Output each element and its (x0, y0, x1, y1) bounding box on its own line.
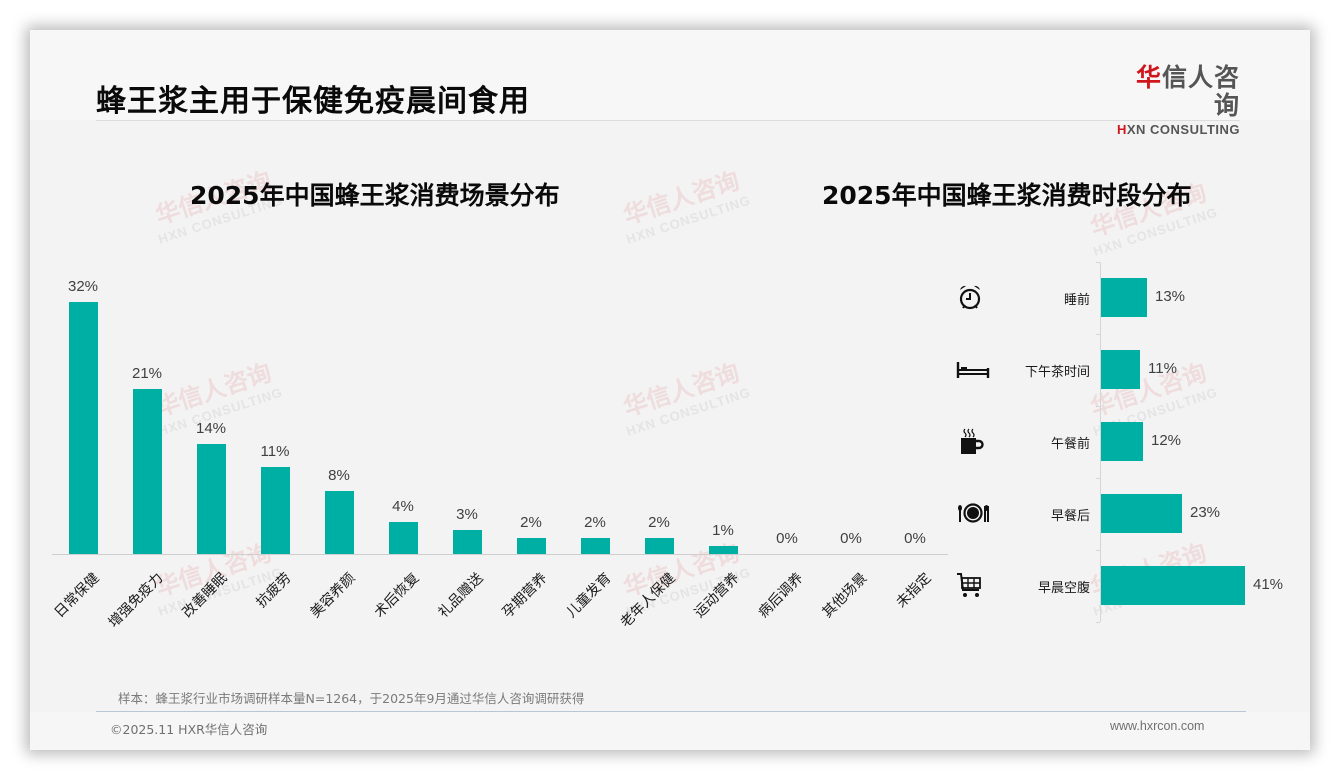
watermark-en: HXN CONSULTING (1091, 204, 1220, 259)
bar (580, 538, 610, 554)
category-label: 早餐后 (1050, 509, 1090, 524)
bar-value-label: 2% (648, 514, 670, 531)
alarm-clock-icon (955, 282, 991, 312)
bar-value-label: 2% (520, 514, 542, 531)
bar (68, 302, 98, 554)
bar-value-label: 2% (584, 514, 606, 531)
axis-tick (1096, 622, 1100, 623)
bar (1101, 494, 1182, 533)
category-label: 其他场景 (819, 570, 871, 622)
bar (1101, 566, 1245, 605)
bar-value-label: 8% (328, 467, 350, 484)
axis-tick (1096, 550, 1100, 551)
footer-band (30, 712, 1310, 750)
bar-value-label: 3% (456, 506, 478, 523)
category-label: 午餐前 (1050, 437, 1090, 452)
category-label: 术后恢复 (371, 570, 423, 622)
brand-logo: 华信人咨询 HXN CONSULTING (1110, 63, 1240, 138)
plate-cutlery-icon (955, 498, 991, 528)
bar (708, 546, 738, 554)
x-axis-line (52, 554, 948, 555)
bar (516, 538, 546, 554)
page-title: 蜂王浆主用于保健免疫晨间食用 (96, 84, 530, 119)
category-label: 改善睡眠 (179, 570, 231, 622)
time-chart-title: 2025年中国蜂王浆消费时段分布 (822, 181, 1192, 210)
bar (1101, 278, 1147, 317)
bar (324, 491, 354, 554)
header-band (30, 30, 1310, 120)
category-label: 日常保健 (51, 570, 103, 622)
bar (644, 538, 674, 554)
bar-value-label: 23% (1190, 504, 1221, 521)
logo-en-red: H (1116, 122, 1127, 137)
bar-value-label: 13% (1155, 288, 1186, 305)
category-label: 睡前 (1063, 293, 1090, 308)
copyright-text: ©2025.11 HXR华信人咨询 (110, 722, 268, 737)
shopping-cart-icon (955, 570, 991, 600)
category-label: 美容养颜 (307, 570, 359, 622)
category-label: 儿童发育 (563, 570, 615, 622)
bar (388, 522, 418, 554)
y-axis-line (1100, 262, 1101, 622)
category-label: 运动营养 (691, 570, 743, 622)
watermark-cn: 华信人咨询 (620, 166, 743, 231)
axis-tick (1096, 406, 1100, 407)
bar (260, 467, 290, 554)
report-slide: 蜂王浆主用于保健免疫晨间食用 华信人咨询 HXN CONSULTING 华信人咨… (30, 30, 1310, 750)
category-label: 礼品赠送 (435, 570, 487, 622)
category-label: 孕期营养 (499, 570, 551, 622)
bar-value-label: 32% (67, 278, 99, 295)
logo-cn-red: 华 (1135, 63, 1162, 92)
coffee-mug-icon (955, 426, 991, 456)
category-label: 未指定 (893, 570, 935, 612)
bed-icon (955, 354, 991, 384)
bar-value-label: 0% (840, 530, 862, 547)
time-bar-chart: 13% 睡前 11% 下午茶时间 12% 午餐前 23% 早餐后 41% 早晨空腹 (950, 262, 1300, 642)
bar-value-label: 21% (131, 365, 163, 382)
bar-value-label: 11% (1148, 360, 1177, 377)
scene-bar-chart: 32% 日常保健 21% 增强免疫力 14% 改善睡眠 11% 抗疲劳 8% 美容养颜 4% 术后恢复… (52, 270, 948, 670)
bar (1101, 350, 1140, 389)
bar (196, 444, 226, 554)
category-label: 下午茶时间 (1024, 365, 1090, 380)
bar-value-label: 4% (392, 498, 414, 515)
watermark-en: HXN CONSULTING (624, 192, 753, 247)
scene-chart-title: 2025年中国蜂王浆消费场景分布 (190, 181, 560, 210)
category-label: 抗疲劳 (253, 570, 295, 612)
logo-cn-rest: 信人咨询 (1161, 63, 1240, 120)
category-label: 老年人保健 (617, 570, 679, 631)
sample-note: 样本：蜂王浆行业市场调研样本量N=1264，于2025年9月通过华信人咨询调研获… (118, 691, 585, 706)
category-label: 病后调养 (755, 570, 807, 622)
website-link[interactable]: www.hxrcon.com (1110, 719, 1205, 733)
bar-value-label: 14% (195, 420, 227, 437)
title-divider (96, 120, 1240, 121)
footer-divider (96, 711, 1246, 712)
axis-tick (1096, 262, 1100, 263)
bar-value-label: 12% (1151, 432, 1182, 449)
bar (452, 530, 482, 554)
category-label: 增强免疫力 (105, 570, 167, 631)
category-label: 早晨空腹 (1037, 581, 1090, 596)
bar (1101, 422, 1143, 461)
logo-en-rest: XN CONSULTING (1126, 122, 1240, 137)
bar-value-label: 41% (1253, 576, 1284, 593)
bar-value-label: 0% (904, 530, 926, 547)
bar-value-label: 11% (260, 443, 290, 460)
axis-tick (1096, 334, 1100, 335)
axis-tick (1096, 478, 1100, 479)
bar-value-label: 0% (776, 530, 798, 547)
bar (132, 389, 162, 554)
bar-value-label: 1% (712, 522, 734, 539)
